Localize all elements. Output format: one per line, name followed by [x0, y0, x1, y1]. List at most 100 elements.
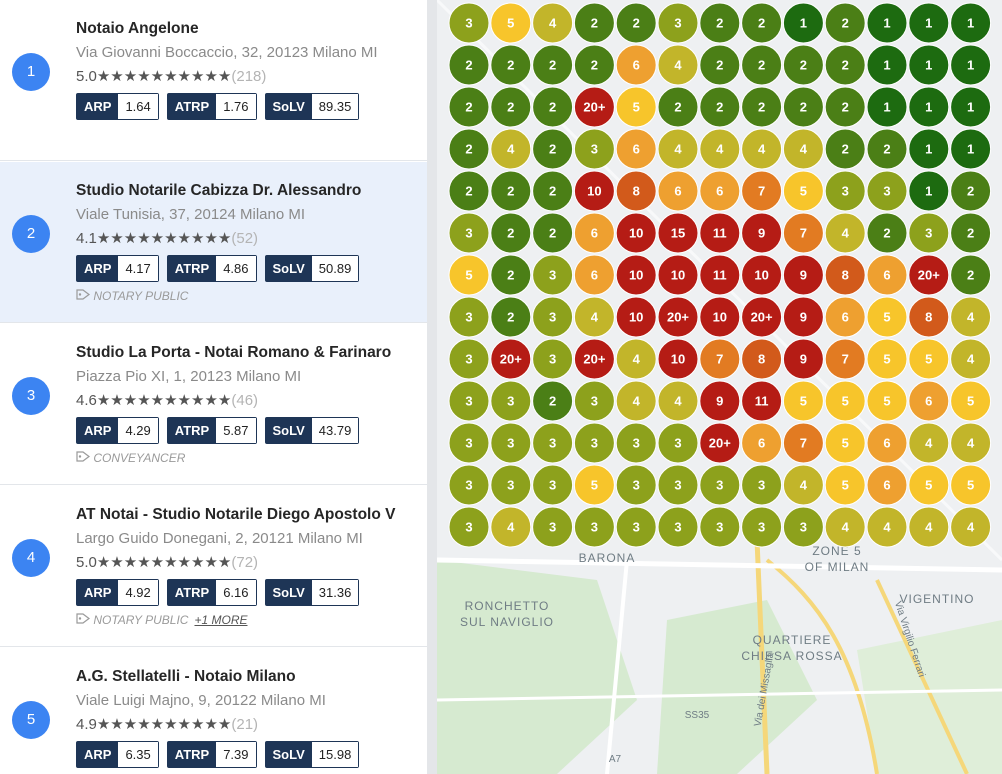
rank-label: 1 — [925, 184, 932, 199]
rank-label: 4 — [925, 520, 933, 535]
rank-cell: 7 — [782, 422, 824, 464]
rank-label: 1 — [925, 142, 932, 157]
rank-cell: 3 — [532, 296, 574, 338]
rank-label: 3 — [883, 184, 890, 199]
map-label: A7 — [609, 754, 622, 765]
more-tags[interactable]: +1 MORE — [194, 613, 248, 627]
rating-row: 4.1 ★★★★★★★★★★ (52) — [76, 229, 258, 248]
metrics: ARP 4.92 ATRP 6.16 SoLV 31.36 — [76, 579, 367, 606]
listing[interactable]: 4 AT Notai - Studio Notarile Diego Aposto… — [0, 486, 427, 647]
rank-circle — [950, 380, 992, 422]
rank-circle — [573, 296, 615, 338]
metric-label: ATRP — [167, 580, 217, 605]
rank-circle — [741, 464, 783, 506]
rank-cell: 1 — [908, 128, 950, 170]
rank-circle — [866, 296, 908, 338]
rank-cell: 2 — [490, 170, 532, 212]
rank-cell: 2 — [448, 44, 490, 86]
rank-circle — [866, 506, 908, 548]
rank-label: 3 — [465, 16, 472, 31]
rating-row: 5.0 ★★★★★★★★★★ (218) — [76, 67, 266, 86]
metric: ARP 1.64 — [76, 93, 159, 120]
rank-circle — [573, 2, 615, 44]
rank-label: 20+ — [667, 310, 689, 325]
business-name: AT Notai - Studio Notarile Diego Apostol… — [76, 506, 396, 523]
rank-circle — [782, 44, 824, 86]
rank-cell: 2 — [699, 44, 741, 86]
rank-label: 3 — [674, 436, 681, 451]
rank-label: 5 — [967, 478, 974, 493]
rank-circle — [573, 506, 615, 548]
rank-cell: 3 — [448, 506, 490, 548]
rank-circle — [615, 44, 657, 86]
rank-label: 6 — [633, 142, 640, 157]
rank-label: 3 — [591, 520, 598, 535]
rank-label: 2 — [549, 184, 556, 199]
tags: CONVEYANCER — [76, 451, 185, 465]
rank-cell: 3 — [615, 464, 657, 506]
rank-cell: 2 — [699, 86, 741, 128]
rank-cell: 4 — [866, 506, 908, 548]
rank-label: 20+ — [500, 352, 522, 367]
rank-cell: 1 — [950, 128, 992, 170]
listing[interactable]: 5 A.G. Stellatelli - Notaio Milano Viale L… — [0, 648, 427, 774]
rank-label: 11 — [713, 226, 727, 241]
rank-label: 2 — [674, 100, 681, 115]
rank-cell: 1 — [782, 2, 824, 44]
rank-label: 10 — [754, 268, 768, 283]
metric-label: ARP — [77, 742, 119, 767]
rank-label: 3 — [465, 520, 472, 535]
rank-label: 10 — [713, 310, 727, 325]
rank-circle — [699, 170, 741, 212]
tag: NOTARY PUBLIC — [93, 289, 189, 303]
rank-label: 2 — [507, 268, 514, 283]
metric-value: 15.98 — [311, 742, 359, 767]
metrics: ARP 4.17 ATRP 4.86 SoLV 50.89 — [76, 255, 367, 282]
rank-cell: 3 — [490, 464, 532, 506]
listing[interactable]: 1 Notaio Angelone Via Giovanni Boccaccio, … — [0, 0, 427, 161]
rank-cell: 4 — [908, 422, 950, 464]
metric-label: SoLV — [265, 94, 312, 119]
rank-circle — [950, 2, 992, 44]
rank-label: 2 — [633, 16, 640, 31]
listing[interactable]: 2 Studio Notarile Cabizza Dr. Alessandro V… — [0, 162, 427, 323]
rank-cell: 2 — [573, 2, 615, 44]
rank-circle — [824, 2, 866, 44]
rank-circle — [448, 170, 490, 212]
rank-circle — [824, 170, 866, 212]
rank-circle — [824, 254, 866, 296]
rank-circle — [490, 506, 532, 548]
rank-circle — [699, 2, 741, 44]
rank-circle — [908, 212, 950, 254]
rank-label: 20+ — [918, 268, 940, 283]
rank-circle — [741, 170, 783, 212]
rank-circle — [573, 170, 615, 212]
rank-label: 20+ — [583, 352, 605, 367]
rank-circle — [615, 422, 657, 464]
rank-label: 3 — [465, 394, 472, 409]
rank-cell: 2 — [532, 128, 574, 170]
rating-row: 4.9 ★★★★★★★★★★ (21) — [76, 715, 258, 734]
business-name: A.G. Stellatelli - Notaio Milano — [76, 668, 296, 685]
rank-label: 4 — [674, 142, 682, 157]
rank-circle — [741, 338, 783, 380]
rank-label: 4 — [842, 226, 850, 241]
stars: ★★★★★★★★★★ — [96, 716, 232, 733]
rank-cell: 11 — [699, 212, 741, 254]
rank-label: 5 — [842, 394, 849, 409]
rank-label: 10 — [629, 268, 643, 283]
rank-circle — [490, 2, 532, 44]
rank-label: 6 — [883, 268, 890, 283]
rank-label: 3 — [507, 394, 514, 409]
rank-circle — [782, 212, 824, 254]
rank-circle — [908, 506, 950, 548]
rank-circle — [657, 128, 699, 170]
rank-label: 2 — [507, 184, 514, 199]
rank-label: 1 — [967, 16, 974, 31]
rank-label: 2 — [465, 142, 472, 157]
listing[interactable]: 3 Studio La Porta - Notai Romano & Farina… — [0, 324, 427, 485]
rank-cell: 3 — [573, 380, 615, 422]
rating-row: 5.0 ★★★★★★★★★★ (72) — [76, 553, 258, 572]
metric-label: SoLV — [265, 580, 312, 605]
rank-circle — [741, 86, 783, 128]
